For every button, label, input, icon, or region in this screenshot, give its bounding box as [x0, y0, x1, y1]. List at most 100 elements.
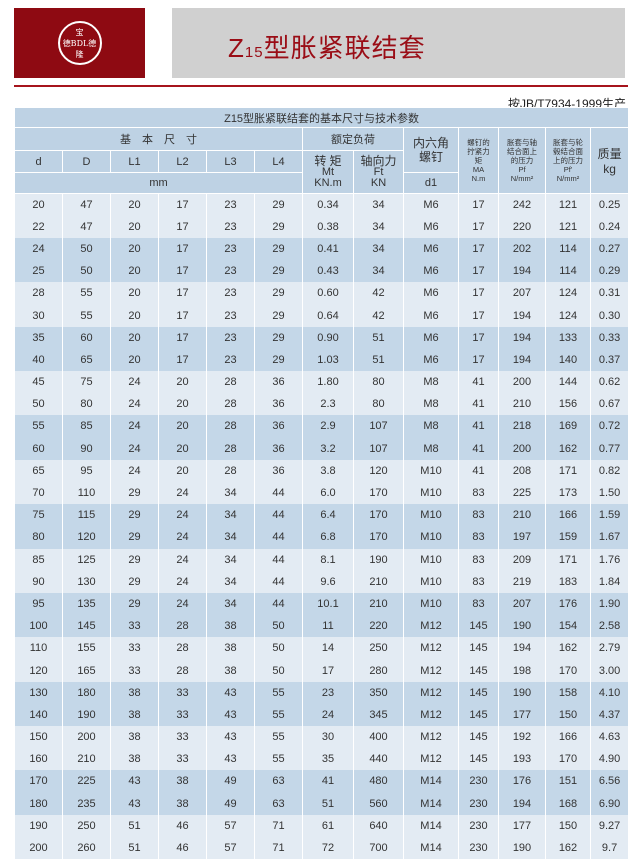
table-cell: 51 — [353, 348, 404, 371]
table-cell: 154 — [545, 615, 591, 638]
table-cell: 41 — [458, 415, 499, 438]
table-cell: 345 — [353, 703, 404, 726]
table-cell: 0.34 — [302, 193, 354, 216]
table-cell: 83 — [458, 504, 499, 527]
table-row: 24 50 20 17 23 29 0.41 34 M6 17 202 114 0.27 — [14, 237, 630, 261]
table-cell: 20 — [158, 459, 207, 482]
table-cell: 17 — [158, 282, 207, 305]
table-cell: 176 — [498, 770, 546, 793]
table-cell: 17 — [158, 260, 207, 283]
table-cell: 65 — [62, 348, 111, 371]
table-cell: 9.7 — [589, 836, 630, 860]
table-cell: 194 — [498, 792, 546, 815]
table-cell: 110 — [14, 637, 63, 660]
table-cell: 85 — [14, 548, 63, 571]
table-cell: 190 — [498, 681, 546, 704]
table-cell: 145 — [458, 637, 499, 660]
table-cell: 210 — [498, 504, 546, 527]
table-cell: 120 — [353, 459, 404, 482]
table-cell: 20 — [14, 193, 63, 216]
table-cell: 194 — [498, 348, 546, 371]
table-cell: 29 — [110, 548, 159, 571]
table-cell: 36 — [254, 459, 303, 482]
table-cell: 250 — [62, 814, 111, 837]
table-cell: 180 — [14, 792, 63, 815]
table-cell: 55 — [62, 282, 111, 305]
table-cell: 17 — [458, 193, 499, 216]
table-cell: 190 — [498, 615, 546, 638]
table-cell: 0.25 — [589, 193, 630, 216]
table-cell: 46 — [158, 836, 207, 860]
header-d1: d1 — [403, 172, 459, 194]
table-cell: 44 — [254, 592, 303, 616]
table-cell: 280 — [353, 659, 404, 682]
table-cell: M12 — [403, 703, 459, 726]
table-row: 110 155 33 28 38 50 14 250 M12 145 194 162 2.79 — [14, 637, 630, 660]
table-cell: 190 — [353, 548, 404, 571]
group-rated-load: 额定负荷 — [302, 127, 404, 151]
table-cell: 35 — [14, 326, 63, 349]
table-cell: 218 — [498, 415, 546, 438]
table-cell: 0.82 — [589, 459, 630, 482]
table-cell: 140 — [14, 703, 63, 726]
table-cell: M10 — [403, 592, 459, 616]
company-logo: 宝 德BDL德 隆 — [14, 8, 145, 78]
table-caption: Z15型胀紧联结套的基本尺寸与技术参数 — [13, 107, 630, 128]
table-cell: 60 — [62, 326, 111, 349]
table-cell: 17 — [458, 326, 499, 349]
table-cell: 230 — [458, 770, 499, 793]
table-cell: 209 — [498, 548, 546, 571]
table-cell: 190 — [498, 836, 546, 860]
table-cell: 210 — [353, 570, 404, 593]
table-cell: 0.64 — [302, 304, 354, 327]
table-cell: 29 — [254, 326, 303, 349]
table-cell: 0.24 — [589, 215, 630, 238]
table-cell: 145 — [458, 703, 499, 726]
spec-table: Z15型胀紧联结套的基本尺寸与技术参数 基 本 尺 寸 额定负荷 内六角螺钉 螺… — [13, 107, 630, 860]
table-cell: 190 — [62, 703, 111, 726]
table-cell: 25 — [14, 260, 63, 283]
table-cell: 61 — [302, 814, 354, 837]
table-cell: 38 — [110, 703, 159, 726]
table-row: 50 80 24 20 28 36 2.3 80 M8 41 210 156 0.67 — [14, 393, 630, 416]
table-cell: 33 — [158, 726, 207, 749]
table-cell: 33 — [110, 615, 159, 638]
table-cell: 133 — [545, 326, 591, 349]
table-cell: 162 — [545, 836, 591, 860]
table-cell: 2.3 — [302, 393, 354, 416]
table-cell: 0.77 — [589, 437, 630, 460]
header-axial-force: 轴向力 Ft KN — [353, 150, 404, 194]
table-cell: 30 — [302, 726, 354, 749]
table-cell: 28 — [14, 282, 63, 305]
table-cell: M8 — [403, 415, 459, 438]
table-cell: 107 — [353, 415, 404, 438]
table-cell: 3.2 — [302, 437, 354, 460]
table-cell: 1.59 — [589, 504, 630, 527]
table-cell: 28 — [206, 459, 255, 482]
table-cell: 43 — [206, 726, 255, 749]
table-cell: 173 — [545, 481, 591, 505]
table-cell: M14 — [403, 836, 459, 860]
table-cell: 230 — [458, 792, 499, 815]
table-cell: 1.80 — [302, 371, 354, 394]
table-cell: 17 — [158, 326, 207, 349]
table-cell: 23 — [206, 193, 255, 216]
table-row: 85 125 29 24 34 44 8.1 190 M10 83 209 171 1.76 — [14, 548, 630, 571]
table-cell: 23 — [206, 348, 255, 371]
table-cell: M8 — [403, 371, 459, 394]
table-cell: 28 — [158, 615, 207, 638]
table-cell: 40 — [14, 348, 63, 371]
table-cell: 24 — [110, 393, 159, 416]
table-cell: 28 — [206, 437, 255, 460]
table-cell: 24 — [158, 504, 207, 527]
table-cell: M14 — [403, 814, 459, 837]
table-cell: 11 — [302, 615, 354, 638]
table-cell: 219 — [498, 570, 546, 593]
table-cell: 171 — [545, 548, 591, 571]
table-cell: M6 — [403, 282, 459, 305]
table-cell: 20 — [110, 326, 159, 349]
table-cell: M14 — [403, 792, 459, 815]
table-cell: 0.37 — [589, 348, 630, 371]
table-cell: 166 — [545, 504, 591, 527]
table-cell: 46 — [158, 814, 207, 837]
